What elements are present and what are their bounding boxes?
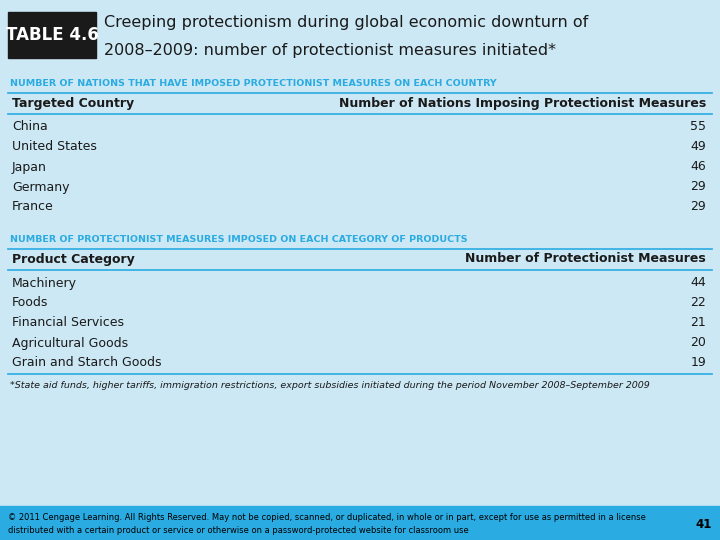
Text: Number of Nations Imposing Protectionist Measures: Number of Nations Imposing Protectionist… bbox=[338, 97, 706, 110]
Text: 19: 19 bbox=[690, 356, 706, 369]
Text: Japan: Japan bbox=[12, 160, 47, 173]
Text: 46: 46 bbox=[690, 160, 706, 173]
Text: Machinery: Machinery bbox=[12, 276, 77, 289]
Text: Number of Protectionist Measures: Number of Protectionist Measures bbox=[465, 253, 706, 266]
Text: 20: 20 bbox=[690, 336, 706, 349]
Text: 29: 29 bbox=[690, 180, 706, 193]
Text: TABLE 4.6: TABLE 4.6 bbox=[6, 26, 99, 44]
Text: NUMBER OF NATIONS THAT HAVE IMPOSED PROTECTIONIST MEASURES ON EACH COUNTRY: NUMBER OF NATIONS THAT HAVE IMPOSED PROT… bbox=[10, 79, 497, 89]
Text: Agricultural Goods: Agricultural Goods bbox=[12, 336, 128, 349]
Text: NUMBER OF PROTECTIONIST MEASURES IMPOSED ON EACH CATEGORY OF PRODUCTS: NUMBER OF PROTECTIONIST MEASURES IMPOSED… bbox=[10, 235, 467, 245]
Text: 55: 55 bbox=[690, 120, 706, 133]
Text: 44: 44 bbox=[690, 276, 706, 289]
Text: Grain and Starch Goods: Grain and Starch Goods bbox=[12, 356, 161, 369]
Text: 49: 49 bbox=[690, 140, 706, 153]
Text: Germany: Germany bbox=[12, 180, 70, 193]
Text: 21: 21 bbox=[690, 316, 706, 329]
Text: distributed with a certain product or service or otherwise on a password-protect: distributed with a certain product or se… bbox=[8, 526, 469, 535]
Text: Product Category: Product Category bbox=[12, 253, 135, 266]
Text: 41: 41 bbox=[696, 518, 712, 531]
Text: Targeted Country: Targeted Country bbox=[12, 97, 134, 110]
Text: Financial Services: Financial Services bbox=[12, 316, 124, 329]
Text: 29: 29 bbox=[690, 200, 706, 213]
Text: France: France bbox=[12, 200, 54, 213]
Text: Creeping protectionism during global economic downturn of: Creeping protectionism during global eco… bbox=[104, 15, 588, 30]
Text: © 2011 Cengage Learning. All Rights Reserved. May not be copied, scanned, or dup: © 2011 Cengage Learning. All Rights Rese… bbox=[8, 514, 646, 522]
Bar bbox=[8, 12, 96, 58]
Text: *State aid funds, higher tariffs, immigration restrictions, export subsidies ini: *State aid funds, higher tariffs, immigr… bbox=[10, 381, 649, 389]
Text: 22: 22 bbox=[690, 296, 706, 309]
Text: Foods: Foods bbox=[12, 296, 48, 309]
Bar bbox=[0, 506, 720, 540]
Text: China: China bbox=[12, 120, 48, 133]
Text: United States: United States bbox=[12, 140, 97, 153]
Text: 2008–2009: number of protectionist measures initiated*: 2008–2009: number of protectionist measu… bbox=[104, 43, 556, 58]
